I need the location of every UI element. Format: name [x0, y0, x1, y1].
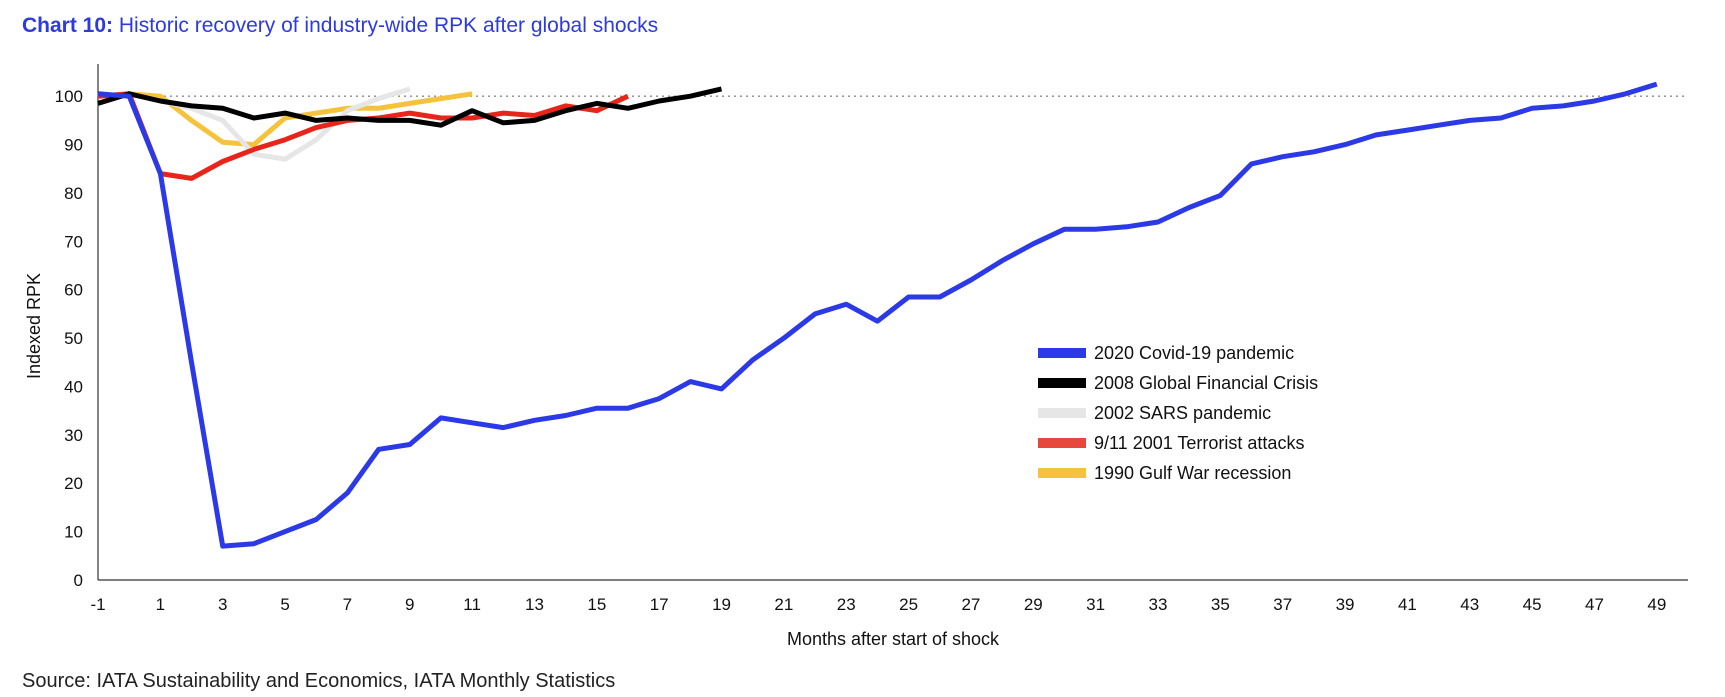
source-note: Source: IATA Sustainability and Economic… [22, 670, 616, 692]
legend-swatch [1038, 378, 1086, 388]
x-tick-label: 29 [1024, 595, 1043, 614]
x-tick-label: 31 [1086, 595, 1105, 614]
x-tick-label: 23 [837, 595, 856, 614]
x-tick-label: 25 [899, 595, 918, 614]
legend-label: 2008 Global Financial Crisis [1094, 373, 1318, 393]
series-line-4 [97, 81, 1658, 549]
y-tick-label: 60 [64, 281, 83, 300]
y-tick-label: 40 [64, 377, 83, 396]
y-tick-label: 30 [64, 426, 83, 445]
x-tick-label: 35 [1211, 595, 1230, 614]
y-tick-label: 20 [64, 474, 83, 493]
y-tick-label: 80 [64, 184, 83, 203]
x-tick-label: 5 [280, 595, 289, 614]
x-tick-label: 9 [405, 595, 414, 614]
x-tick-label: 49 [1647, 595, 1666, 614]
x-tick-label: 7 [343, 595, 352, 614]
legend-swatch [1038, 438, 1086, 448]
legend-swatch [1038, 348, 1086, 358]
x-tick-label: 1 [156, 595, 165, 614]
x-tick-label: 11 [463, 595, 481, 614]
x-tick-label: 39 [1336, 595, 1355, 614]
x-axis-title: Months after start of shock [787, 629, 1000, 649]
x-tick-label: 45 [1523, 595, 1542, 614]
x-tick-label: 21 [774, 595, 793, 614]
x-tick-label: 47 [1585, 595, 1604, 614]
y-tick-label: 10 [64, 523, 83, 542]
series-line-3 [97, 86, 723, 128]
x-tick-label: 13 [525, 595, 544, 614]
legend-swatch [1038, 408, 1086, 418]
x-tick-label: 37 [1273, 595, 1292, 614]
x-tick-label: 19 [712, 595, 731, 614]
chart-title: Chart 10: Historic recovery of industry-… [22, 14, 658, 38]
x-tick-label: 17 [650, 595, 669, 614]
y-tick-label: 0 [74, 571, 83, 590]
chart-title-text: Historic recovery of industry-wide RPK a… [118, 14, 659, 37]
legend-label: 1990 Gulf War recession [1094, 463, 1291, 483]
series-line-0 [97, 91, 473, 148]
chart-title-lead: Chart 10: [22, 14, 114, 37]
legend-label: 2020 Covid-19 pandemic [1094, 343, 1294, 363]
x-tick-label: 15 [587, 595, 606, 614]
x-tick-label: 43 [1460, 595, 1479, 614]
x-tick-label: -1 [90, 595, 105, 614]
legend-label: 9/11 2001 Terrorist attacks [1094, 433, 1304, 453]
y-tick-label: 70 [64, 232, 83, 251]
y-axis-title: Indexed RPK [24, 273, 44, 379]
legend-label: 2002 SARS pandemic [1094, 403, 1271, 423]
y-tick-label: 50 [64, 329, 83, 348]
legend-swatch [1038, 468, 1086, 478]
y-tick-label: 100 [55, 87, 83, 106]
x-tick-label: 33 [1149, 595, 1168, 614]
x-tick-label: 41 [1398, 595, 1417, 614]
x-tick-label: 27 [961, 595, 980, 614]
x-tick-label: 3 [218, 595, 227, 614]
y-tick-label: 90 [64, 136, 83, 155]
